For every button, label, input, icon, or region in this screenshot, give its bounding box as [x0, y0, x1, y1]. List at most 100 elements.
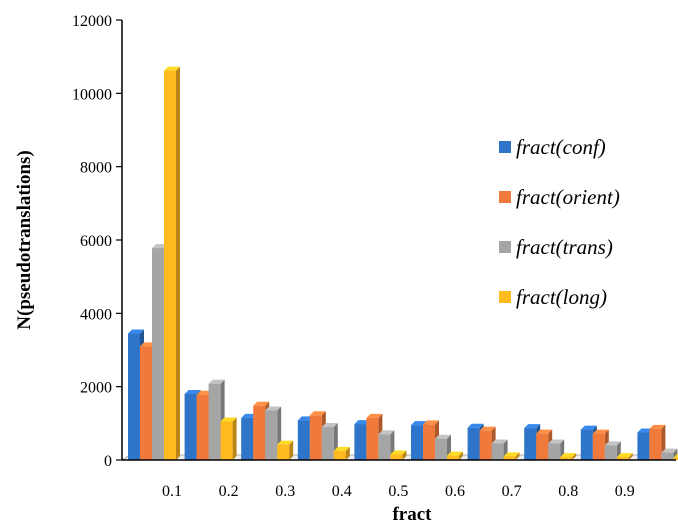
bar-top [423, 420, 439, 425]
bar-top [524, 424, 541, 429]
bar-front [592, 433, 605, 460]
bar-front [253, 405, 266, 460]
bar-top [390, 450, 407, 455]
bar-top [220, 417, 237, 422]
y-tick-label: 12000 [72, 13, 112, 30]
bar-top [411, 421, 427, 426]
bar-front [241, 417, 254, 460]
bar-front [479, 430, 492, 460]
legend-swatch [499, 141, 511, 153]
bar-top [366, 413, 383, 418]
bar-front [649, 428, 662, 460]
bar-top [128, 329, 144, 334]
bar-top [164, 66, 180, 71]
y-tick-label: 10000 [72, 86, 112, 103]
bar-top [649, 424, 666, 429]
bar-top [184, 390, 201, 394]
bar-side [572, 453, 577, 460]
bar-top [548, 439, 565, 444]
bar [560, 453, 577, 460]
bar-top [277, 440, 294, 445]
legend-label: fract(long) [516, 285, 607, 309]
bar-top [592, 429, 609, 434]
bar-top [378, 430, 395, 435]
bar-top [265, 406, 282, 411]
bar-front [503, 456, 516, 460]
bar-side [515, 452, 520, 460]
bar [491, 439, 508, 460]
bar-front [548, 443, 561, 460]
bar-side [232, 417, 237, 460]
bar [447, 451, 463, 460]
legend-item: fract(long) [499, 285, 607, 309]
legend-swatch [499, 291, 511, 303]
bar-front [390, 454, 403, 460]
bar-top [435, 434, 451, 439]
legend-item: fract(conf) [499, 135, 606, 159]
bar-front [164, 70, 176, 460]
bar-top [673, 453, 678, 458]
bar [548, 439, 565, 460]
bar-top [479, 426, 496, 431]
x-tick-label: 0.7 [502, 483, 522, 500]
bar-top [580, 425, 597, 430]
y-tick-label: 4000 [80, 306, 112, 323]
legend-item: fract(trans) [499, 235, 613, 259]
bar-front [467, 427, 480, 460]
bar [164, 66, 180, 460]
bar-front [297, 420, 310, 460]
bar-front [616, 457, 629, 460]
bar-top [309, 411, 326, 416]
y-tick-label: 0 [104, 453, 112, 470]
bar-top [536, 429, 553, 434]
bar [616, 453, 633, 460]
bar-front [560, 457, 573, 460]
x-ticks: 0.10.20.30.40.50.60.70.80.91 [162, 483, 678, 500]
bar-front [321, 427, 334, 460]
bar-front [354, 424, 367, 460]
bar-top [604, 441, 621, 446]
bar [390, 450, 407, 460]
legend-label: fract(conf) [516, 135, 606, 159]
bar-front [152, 248, 164, 460]
bar [277, 440, 294, 460]
bar-front [604, 445, 617, 460]
bar-top [253, 401, 270, 406]
x-tick-label: 0.3 [275, 483, 295, 500]
bar-front [220, 421, 233, 460]
legend-label: fract(orient) [516, 185, 620, 209]
bar-side [289, 440, 294, 460]
bar-side [459, 451, 463, 460]
bar-front [265, 410, 278, 460]
bar [333, 446, 350, 460]
bar-front [661, 452, 674, 460]
x-tick-label: 0.1 [162, 483, 182, 500]
x-tick-label: 0.6 [445, 483, 465, 500]
bar-front [184, 394, 197, 460]
legend-swatch [499, 191, 511, 203]
bar-front [423, 424, 435, 460]
bar-front [196, 394, 209, 460]
bar [220, 417, 237, 460]
legend-item: fract(orient) [499, 185, 620, 209]
bar-front [491, 443, 504, 460]
y-axis-title: N(pseudotranslations) [14, 150, 35, 329]
bar-front [366, 417, 379, 460]
bar-top [447, 451, 463, 456]
bar-top [491, 439, 508, 444]
bar-front [447, 455, 459, 460]
bar-front [208, 383, 221, 460]
x-tick-label: 0.2 [219, 483, 239, 500]
bar-top [560, 453, 577, 458]
bar-front [524, 428, 537, 460]
bar-front [411, 425, 423, 460]
bar-front [637, 432, 650, 460]
bar-side [345, 446, 350, 460]
bars-layer [120, 66, 678, 461]
x-tick-label: 0.4 [332, 483, 352, 500]
bar-top [208, 379, 225, 384]
y-tick-label: 6000 [80, 233, 112, 250]
bar-side [176, 66, 180, 460]
bar-front [333, 450, 346, 460]
